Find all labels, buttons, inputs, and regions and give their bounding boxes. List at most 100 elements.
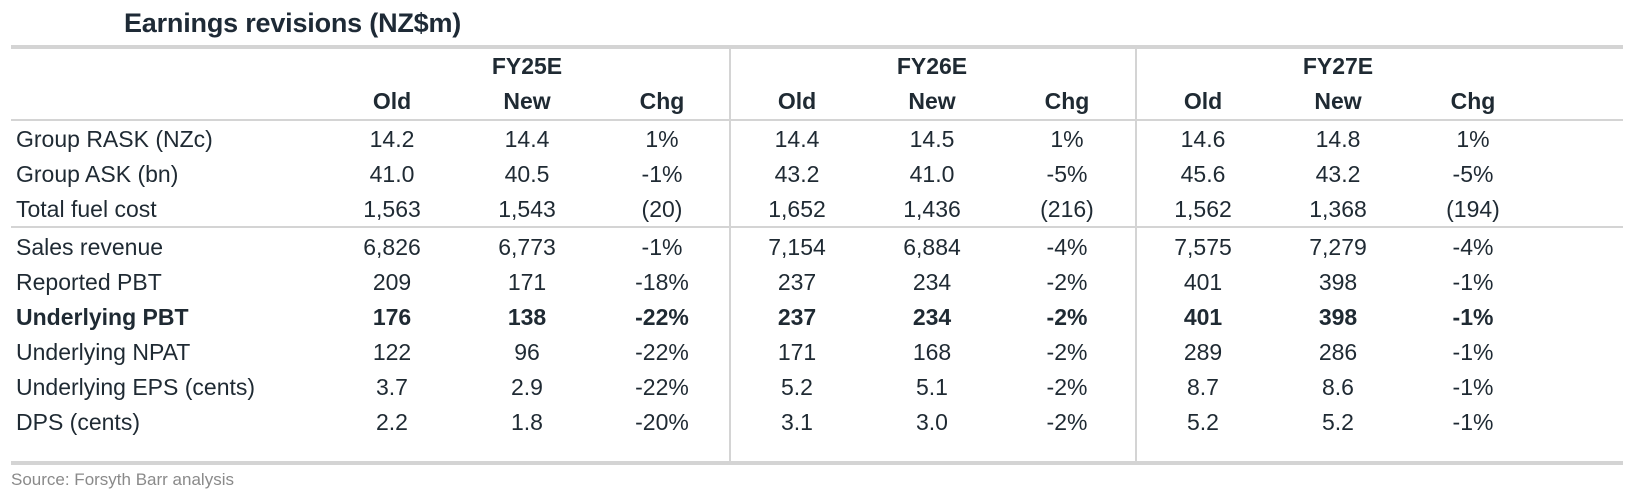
period-header-fy26e: FY26E bbox=[896, 53, 968, 79]
table-cell: 8.6 bbox=[1322, 374, 1354, 400]
table-cell: 1,563 bbox=[363, 196, 421, 222]
table-cell: -2% bbox=[1046, 409, 1088, 435]
table-cell: 14.5 bbox=[909, 126, 955, 152]
table-cell: 1,436 bbox=[903, 196, 961, 222]
table-cell: 398 bbox=[1318, 304, 1358, 330]
table-cell: 14.4 bbox=[774, 126, 820, 152]
table-cell: -1% bbox=[1452, 374, 1494, 400]
table-cell: 237 bbox=[777, 269, 817, 295]
table-cell: 7,154 bbox=[768, 234, 826, 260]
table-cell: 6,884 bbox=[903, 234, 961, 260]
table-cell: 3.1 bbox=[781, 409, 813, 435]
table-cell: 234 bbox=[912, 269, 952, 295]
table-cell: -2% bbox=[1046, 304, 1088, 330]
bottom-rule bbox=[11, 461, 1623, 465]
column-divider-2 bbox=[1135, 49, 1137, 461]
table-cell: 5.2 bbox=[1187, 409, 1219, 435]
table-cell: -22% bbox=[635, 374, 689, 400]
table-cell: 234 bbox=[912, 304, 952, 330]
subheader-chg: Chg bbox=[1450, 88, 1496, 114]
subheader-chg: Chg bbox=[639, 88, 685, 114]
table-cell: 6,826 bbox=[363, 234, 421, 260]
table-cell: -1% bbox=[1452, 269, 1494, 295]
table-cell: 43.2 bbox=[1315, 161, 1361, 187]
table-cell: -18% bbox=[635, 269, 689, 295]
section-rule bbox=[11, 226, 1623, 228]
table-cell: -1% bbox=[1452, 304, 1494, 330]
table-cell: 289 bbox=[1183, 339, 1223, 365]
header-rule bbox=[11, 119, 1623, 121]
table-cell: 171 bbox=[507, 269, 547, 295]
table-cell: -22% bbox=[635, 339, 689, 365]
table-cell: 1,652 bbox=[768, 196, 826, 222]
row-label: Reported PBT bbox=[16, 269, 162, 295]
table-cell: 7,279 bbox=[1309, 234, 1367, 260]
table-cell: 138 bbox=[507, 304, 547, 330]
row-label: Underlying NPAT bbox=[16, 339, 191, 365]
row-label: Underlying PBT bbox=[16, 304, 189, 330]
table-cell: 41.0 bbox=[909, 161, 955, 187]
period-header-fy27e: FY27E bbox=[1302, 53, 1374, 79]
table-cell: 168 bbox=[912, 339, 952, 365]
table-cell: -1% bbox=[1452, 409, 1494, 435]
table-cell: 45.6 bbox=[1180, 161, 1226, 187]
period-header-fy25e: FY25E bbox=[491, 53, 563, 79]
table-cell: 8.7 bbox=[1187, 374, 1219, 400]
subheader-new: New bbox=[908, 88, 956, 114]
table-cell: 7,575 bbox=[1174, 234, 1232, 260]
table-cell: -5% bbox=[1046, 161, 1088, 187]
row-label: Total fuel cost bbox=[16, 196, 157, 222]
subheader-old: Old bbox=[1183, 88, 1223, 114]
table-title: Earnings revisions (NZ$m) bbox=[124, 8, 462, 38]
subheader-chg: Chg bbox=[1044, 88, 1090, 114]
row-label: Group ASK (bn) bbox=[16, 161, 179, 187]
table-cell: 1,562 bbox=[1174, 196, 1232, 222]
table-cell: 286 bbox=[1318, 339, 1358, 365]
table-cell: 1,543 bbox=[498, 196, 556, 222]
table-cell: -5% bbox=[1452, 161, 1494, 187]
subheader-old: Old bbox=[372, 88, 412, 114]
table-cell: 1% bbox=[1050, 126, 1084, 152]
table-cell: 3.0 bbox=[916, 409, 948, 435]
table-cell: 171 bbox=[777, 339, 817, 365]
table-cell: 40.5 bbox=[504, 161, 550, 187]
row-label: Underlying EPS (cents) bbox=[16, 374, 256, 400]
table-cell: 1% bbox=[645, 126, 679, 152]
table-cell: 5.2 bbox=[781, 374, 813, 400]
table-cell: (216) bbox=[1040, 196, 1094, 222]
table-cell: 14.4 bbox=[504, 126, 550, 152]
source-note: Source: Forsyth Barr analysis bbox=[11, 470, 234, 489]
table-cell: (194) bbox=[1446, 196, 1500, 222]
row-label: Group RASK (NZc) bbox=[16, 126, 213, 152]
table-cell: 14.2 bbox=[369, 126, 415, 152]
table-cell: 96 bbox=[514, 339, 540, 365]
table-cell: 3.7 bbox=[376, 374, 408, 400]
table-cell: 1% bbox=[1456, 126, 1490, 152]
table-cell: 122 bbox=[372, 339, 412, 365]
table-cell: -22% bbox=[635, 304, 689, 330]
subheader-new: New bbox=[503, 88, 551, 114]
table-cell: 43.2 bbox=[774, 161, 820, 187]
table-cell: 14.8 bbox=[1315, 126, 1361, 152]
table-cell: -20% bbox=[635, 409, 689, 435]
table-cell: -2% bbox=[1046, 339, 1088, 365]
subheader-old: Old bbox=[777, 88, 817, 114]
table-cell: -4% bbox=[1452, 234, 1494, 260]
table-cell: -1% bbox=[641, 234, 683, 260]
table-cell: 2.2 bbox=[376, 409, 408, 435]
table-cell: 6,773 bbox=[498, 234, 556, 260]
table-cell: 237 bbox=[777, 304, 817, 330]
table-cell: 41.0 bbox=[369, 161, 415, 187]
table-cell: -4% bbox=[1046, 234, 1088, 260]
subheader-new: New bbox=[1314, 88, 1362, 114]
table-cell: -2% bbox=[1046, 374, 1088, 400]
table-cell: 401 bbox=[1183, 304, 1223, 330]
table-cell: 14.6 bbox=[1180, 126, 1226, 152]
table-cell: 5.1 bbox=[916, 374, 948, 400]
table-cell: 176 bbox=[372, 304, 412, 330]
table-cell: 1.8 bbox=[511, 409, 543, 435]
table-cell: (20) bbox=[641, 196, 683, 222]
table-cell: 398 bbox=[1318, 269, 1358, 295]
table-cell: -1% bbox=[1452, 339, 1494, 365]
table-cell: 401 bbox=[1183, 269, 1223, 295]
